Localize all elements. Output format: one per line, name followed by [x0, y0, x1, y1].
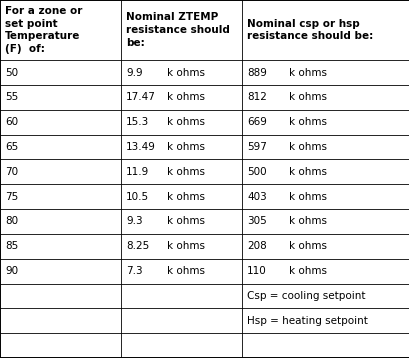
- Text: k ohms: k ohms: [288, 167, 326, 177]
- Text: k ohms: k ohms: [166, 167, 204, 177]
- Text: k ohms: k ohms: [166, 217, 204, 227]
- Text: k ohms: k ohms: [166, 142, 204, 152]
- Text: k ohms: k ohms: [166, 92, 204, 102]
- Text: 7.3: 7.3: [126, 266, 143, 276]
- Text: k ohms: k ohms: [288, 68, 326, 78]
- Text: 80: 80: [5, 217, 18, 227]
- Text: k ohms: k ohms: [288, 192, 326, 202]
- Text: 17.47: 17.47: [126, 92, 156, 102]
- Text: 669: 669: [247, 117, 266, 127]
- Text: k ohms: k ohms: [166, 68, 204, 78]
- Text: 305: 305: [247, 217, 266, 227]
- Text: 812: 812: [247, 92, 266, 102]
- Text: k ohms: k ohms: [288, 241, 326, 251]
- Text: Hsp = heating setpoint: Hsp = heating setpoint: [247, 316, 367, 326]
- Text: 60: 60: [5, 117, 18, 127]
- Text: 8.25: 8.25: [126, 241, 149, 251]
- Text: 75: 75: [5, 192, 18, 202]
- Text: 10.5: 10.5: [126, 192, 149, 202]
- Text: k ohms: k ohms: [288, 117, 326, 127]
- Text: Nominal csp or hsp
resistance should be:: Nominal csp or hsp resistance should be:: [247, 19, 373, 42]
- Text: 50: 50: [5, 68, 18, 78]
- Text: k ohms: k ohms: [288, 92, 326, 102]
- Text: 500: 500: [247, 167, 266, 177]
- Text: Csp = cooling setpoint: Csp = cooling setpoint: [247, 291, 365, 301]
- Text: 65: 65: [5, 142, 18, 152]
- Text: For a zone or
set point
Temperature
(F)  of:: For a zone or set point Temperature (F) …: [5, 6, 83, 54]
- Text: k ohms: k ohms: [166, 266, 204, 276]
- Text: 403: 403: [247, 192, 266, 202]
- Text: 597: 597: [247, 142, 266, 152]
- Text: 11.9: 11.9: [126, 167, 149, 177]
- Text: k ohms: k ohms: [166, 192, 204, 202]
- Text: 208: 208: [247, 241, 266, 251]
- Text: 15.3: 15.3: [126, 117, 149, 127]
- Text: k ohms: k ohms: [166, 241, 204, 251]
- Text: 90: 90: [5, 266, 18, 276]
- Text: 9.3: 9.3: [126, 217, 143, 227]
- Text: k ohms: k ohms: [288, 266, 326, 276]
- Text: 13.49: 13.49: [126, 142, 156, 152]
- Text: k ohms: k ohms: [166, 117, 204, 127]
- Text: 9.9: 9.9: [126, 68, 143, 78]
- Text: k ohms: k ohms: [288, 142, 326, 152]
- Text: k ohms: k ohms: [288, 217, 326, 227]
- Text: 70: 70: [5, 167, 18, 177]
- Text: 889: 889: [247, 68, 266, 78]
- Text: 85: 85: [5, 241, 18, 251]
- Text: 110: 110: [247, 266, 266, 276]
- Text: Nominal ZTEMP
resistance should
be:: Nominal ZTEMP resistance should be:: [126, 12, 229, 48]
- Text: 55: 55: [5, 92, 18, 102]
